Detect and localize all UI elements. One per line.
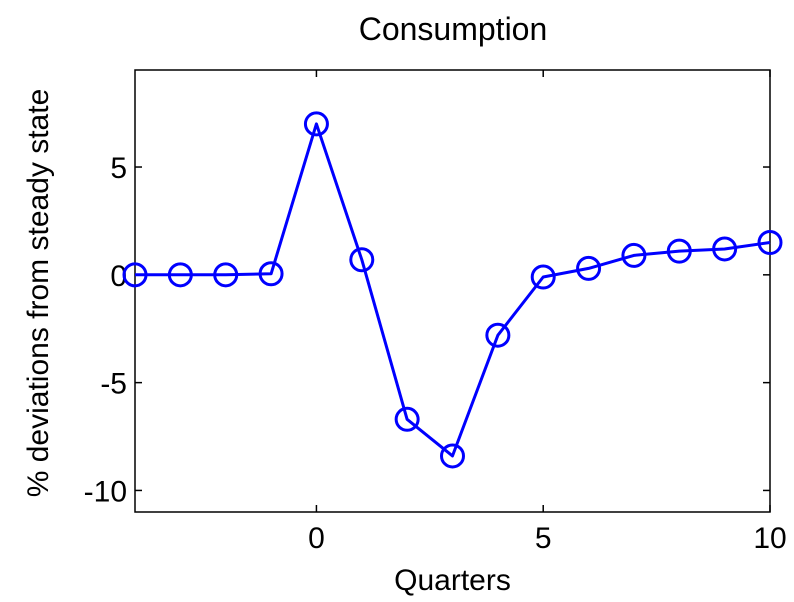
y-tick-label: -10	[84, 475, 127, 508]
data-point-marker	[621, 242, 647, 268]
data-point-marker	[576, 255, 602, 281]
y-tick-label: 0	[110, 260, 127, 293]
chart-title: Consumption	[359, 11, 548, 47]
data-point-marker	[167, 262, 193, 288]
series-layer	[122, 111, 783, 469]
plot-frame	[134, 69, 771, 513]
data-point-marker	[349, 247, 375, 273]
axis-ticks: 0 5 10 -10 -5 0 5	[84, 70, 787, 555]
y-tick-label: -5	[100, 368, 127, 401]
x-tick-label: 0	[308, 522, 325, 555]
data-point-marker	[530, 264, 556, 290]
data-point-marker	[213, 262, 239, 288]
y-tick-label: 5	[110, 152, 127, 185]
data-point-marker	[122, 262, 148, 288]
series-line	[135, 122, 771, 458]
data-point-marker	[666, 238, 692, 264]
data-point-marker	[303, 111, 329, 137]
x-tick-label: 10	[753, 522, 786, 555]
data-point-marker	[258, 261, 284, 287]
data-point-marker	[757, 229, 783, 255]
data-point-marker	[394, 406, 420, 432]
x-tick-label: 5	[535, 522, 552, 555]
x-axis-label: Quarters	[394, 564, 511, 597]
data-point-marker	[712, 236, 738, 262]
data-point-marker	[485, 322, 511, 348]
y-axis-label: % deviations from steady state	[22, 89, 55, 498]
data-point-marker	[440, 443, 465, 469]
